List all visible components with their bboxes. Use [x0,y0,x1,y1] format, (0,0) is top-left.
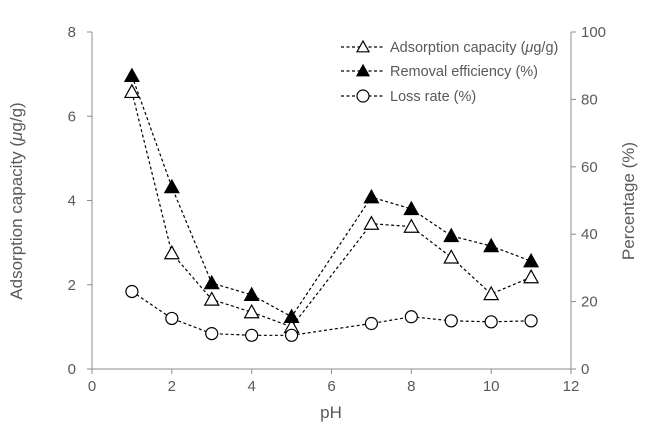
data-point [444,314,458,328]
data-point [163,178,180,194]
data-point [403,218,420,233]
legend-item-adsorption-capacity: Adsorption capacity (μg/g) [341,39,558,56]
axes [91,32,572,370]
y-right-tick-label: 80 [581,91,598,108]
data-point [484,315,498,329]
data-point [165,311,179,326]
data-point [163,244,180,260]
legend-label: Adsorption capacity (μg/g) [390,40,558,56]
y-right-tick-label: 40 [581,226,598,243]
x-tick-label: 8 [407,378,415,395]
series-line [131,75,532,318]
data-point [364,316,379,331]
y-left-title-mu: μ [7,131,26,142]
y-right-axis-title: Percentage (%) [619,142,638,260]
x-tick-label: 2 [168,378,176,395]
data-point [203,274,220,290]
series-layer [123,67,540,342]
data-point [245,328,259,342]
series-2 [125,284,538,342]
series-1 [123,67,540,323]
data-point [404,310,418,324]
y-left-tick-label: 0 [68,361,76,378]
x-axis-title: pH [320,403,342,422]
open-circle-marker-icon [356,89,370,103]
y-right-tick-label: 20 [581,294,598,311]
data-point [443,249,460,264]
data-point [363,188,380,204]
legend: Adsorption capacity (μg/g) Removal effic… [341,39,558,105]
data-point [284,328,299,342]
data-point [363,215,380,230]
y-left-tick-label: 2 [68,277,76,294]
x-tick-label: 6 [327,378,335,395]
legend-label: Removal efficiency (%) [390,64,538,80]
x-tick-label: 0 [88,378,96,395]
legend-label: Loss rate (%) [390,89,476,105]
data-point [243,286,260,302]
x-tick-label: 10 [483,378,500,395]
data-point [443,227,460,243]
data-point [125,284,139,299]
data-point [203,291,220,306]
filled-triangle-marker-icon [355,63,371,77]
y-right-tick-label: 100 [581,24,606,41]
y-left-tick-label: 6 [68,108,76,125]
series-line [131,290,532,336]
data-point [523,252,540,268]
y-left-tick-label: 4 [68,193,76,210]
data-point [483,285,500,301]
data-point [283,308,300,323]
series-0 [123,83,540,334]
x-tick-label: 4 [247,378,255,395]
series-line [131,91,532,328]
data-point [483,237,500,253]
y-left-axis-title: Adsorption capacity (μg/g) [7,102,26,299]
open-triangle-marker-icon [355,39,371,53]
y-right-tick-label: 0 [581,361,589,378]
y-right-tick-label: 60 [581,159,598,176]
legend-item-removal-efficiency: Removal efficiency (%) [341,63,538,80]
legend-item-loss-rate: Loss rate (%) [341,89,476,105]
data-point [524,314,538,328]
data-point [523,268,540,284]
x-tick-label: 12 [563,378,580,395]
y-left-tick-label: 8 [68,24,76,41]
data-point [123,83,140,99]
data-point [205,327,219,341]
data-point [123,67,140,83]
data-point [403,200,420,216]
data-point [243,303,260,319]
